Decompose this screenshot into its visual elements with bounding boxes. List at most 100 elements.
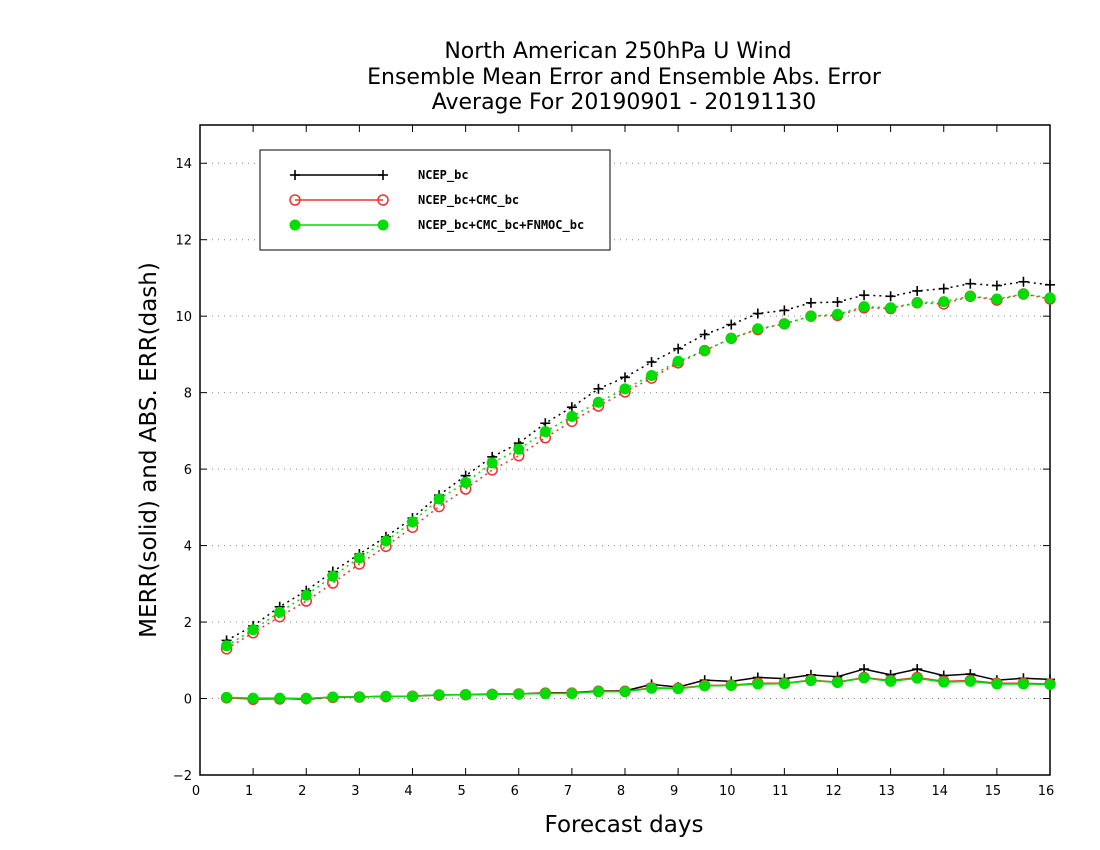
series-3-merr-point <box>1044 678 1056 690</box>
series-3-abs-err-point <box>832 308 843 320</box>
legend-marker-3 <box>377 219 389 231</box>
series-3-abs-err-point <box>274 606 286 618</box>
series-1-abs-err-point <box>752 308 763 319</box>
series-3-abs-err-point <box>353 552 365 564</box>
series-3-merr-point <box>619 686 631 698</box>
series-3-abs-err-point <box>247 624 259 636</box>
series-3-merr-point <box>885 675 897 687</box>
series-3-abs-err-point <box>672 355 684 367</box>
series-3-merr-point <box>832 676 843 688</box>
series-3-abs-err-point <box>646 369 658 381</box>
series-1-abs-err-point <box>1045 279 1055 290</box>
legend-marker-1 <box>290 170 300 180</box>
x-tick-label: 12 <box>825 784 842 799</box>
y-tick-label: −2 <box>173 769 192 784</box>
series-3-merr-point <box>247 692 259 704</box>
series-3-merr-point <box>752 678 764 690</box>
y-tick-label: 6 <box>184 463 192 478</box>
series-3-merr-point <box>380 690 392 702</box>
series-3-abs-err-point <box>619 383 631 395</box>
x-tick-label: 0 <box>192 784 200 799</box>
series-3-abs-err-point <box>991 293 1003 305</box>
series-3-abs-err-point <box>380 535 392 547</box>
legend-label-1: NCEP_bc <box>418 168 469 183</box>
series-3-abs-err-point <box>778 318 790 330</box>
series-1-abs-err-point <box>832 297 843 308</box>
series-3-merr-point <box>566 688 578 700</box>
series-1-abs-err-point <box>859 290 870 301</box>
series-3-merr-point <box>778 678 790 690</box>
chart-title: North American 250hPa U Wind Ensemble Me… <box>367 39 882 115</box>
legend-marker-2 <box>377 194 389 206</box>
x-tick-label: 5 <box>457 784 465 799</box>
x-tick-label: 15 <box>985 784 1002 799</box>
x-tick-label: 9 <box>670 784 678 799</box>
y-tick-label: 14 <box>175 157 192 172</box>
series-3-merr-point <box>486 688 498 700</box>
series-3-abs-err-point <box>539 426 551 438</box>
y-tick-label: 4 <box>184 540 192 555</box>
series-1-abs-err-point <box>620 372 630 383</box>
series-3-abs-err-point <box>460 477 472 488</box>
x-tick-label: 10 <box>719 784 736 799</box>
title-line-2: Ensemble Mean Error and Ensemble Abs. Er… <box>367 65 882 90</box>
legend-label-3: NCEP_bc+CMC_bc+FNMOC_bc <box>418 218 584 233</box>
series-1-abs-err-point <box>779 305 790 316</box>
series-3-merr-point <box>938 676 950 688</box>
series-3-abs-err-point <box>1044 292 1056 304</box>
series-3-abs-err-point <box>327 570 339 582</box>
y-tick-label: 2 <box>184 616 192 631</box>
x-tick-label: 16 <box>1038 784 1055 799</box>
series-1-abs-err-line <box>226 281 1051 642</box>
series-1-abs-err-point <box>1018 276 1029 287</box>
series-3-abs-err-point <box>592 396 604 408</box>
series-3-abs-err-point <box>858 301 870 313</box>
series-3-abs-err-point <box>964 290 976 302</box>
series-1-abs-err-point <box>726 319 737 330</box>
series-3-abs-err-point <box>911 297 923 309</box>
series-3-merr-point <box>805 675 817 687</box>
series-2-abs-err-line <box>226 293 1051 650</box>
series-1-abs-err-point <box>593 383 604 394</box>
x-tick-label: 11 <box>772 784 789 799</box>
series-3-merr-point <box>646 682 658 694</box>
series-3-abs-err-point <box>805 310 817 322</box>
x-tick-label: 7 <box>564 784 572 799</box>
series-3-abs-err-point <box>407 516 418 528</box>
x-tick-label: 13 <box>878 784 895 799</box>
y-tick-label: 8 <box>184 387 192 402</box>
series-3-merr-point <box>991 678 1003 690</box>
series-3-abs-err-point <box>566 410 578 422</box>
x-tick-label: 3 <box>351 784 359 799</box>
y-tick-label: 10 <box>175 310 192 325</box>
x-tick-label: 14 <box>931 784 948 799</box>
series-3-merr-point <box>460 689 472 701</box>
series-1-abs-err-point <box>912 285 923 296</box>
series-3-abs-err-point <box>513 443 525 455</box>
x-tick-label: 2 <box>298 784 306 799</box>
series-3-merr-point <box>964 675 976 687</box>
legend-marker-3 <box>289 219 301 231</box>
y-tick-label: 0 <box>184 693 192 708</box>
series-3-merr-point <box>539 688 551 700</box>
grid-lines <box>200 162 1050 776</box>
title-line-3: Average For 20190901 - 20191130 <box>432 90 817 115</box>
series-1-abs-err-point <box>699 329 710 340</box>
x-tick-label: 6 <box>511 784 519 799</box>
y-axis-label: MERR(solid) and ABS. ERR(dash) <box>136 262 162 638</box>
legend-marker-2 <box>289 194 301 206</box>
series-1-abs-err-point <box>965 278 976 289</box>
series-3-abs-err-point <box>938 296 950 308</box>
series-3-abs-err-point <box>725 332 737 344</box>
series-1-abs-err-point <box>885 291 896 302</box>
series-3-abs-err-point <box>752 323 764 335</box>
series-3-merr-point <box>327 691 339 703</box>
series-3-merr-point <box>592 686 604 698</box>
series-1-abs-err-point <box>938 283 949 294</box>
series-3-merr-point <box>221 691 233 703</box>
legend-marker-1 <box>378 170 388 180</box>
series-3-merr-point <box>353 691 365 703</box>
series-3-merr-point <box>911 672 923 684</box>
series-3-abs-err-point <box>486 457 498 469</box>
